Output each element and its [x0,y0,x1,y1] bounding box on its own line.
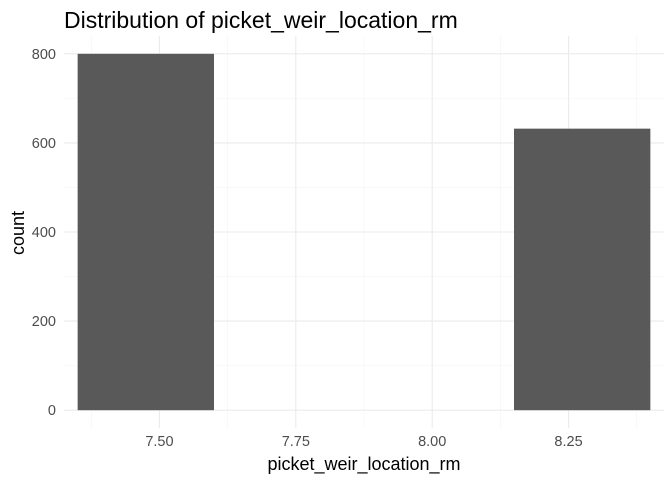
x-tick-label: 7.50 [145,434,173,450]
y-axis-ticks: 0 200 400 600 800 [32,47,56,419]
histogram-bar-2 [514,128,651,411]
x-tick-label: 8.00 [418,434,446,450]
x-tick-label: 8.25 [554,434,582,450]
y-tick-label: 800 [32,47,56,63]
x-axis-title: picket_weir_location_rm [267,454,460,475]
histogram-bar-1 [77,53,215,411]
x-tick-label: 7.75 [282,434,310,450]
y-tick-label: 600 [32,136,56,152]
y-tick-label: 400 [32,225,56,241]
y-tick-label: 200 [32,314,56,330]
y-axis-title: count [8,211,28,255]
y-tick-label: 0 [48,403,56,419]
x-axis-ticks: 7.50 7.75 8.00 8.25 [145,434,582,450]
chart-title: Distribution of picket_weir_location_rm [64,7,458,33]
bars [77,53,651,411]
